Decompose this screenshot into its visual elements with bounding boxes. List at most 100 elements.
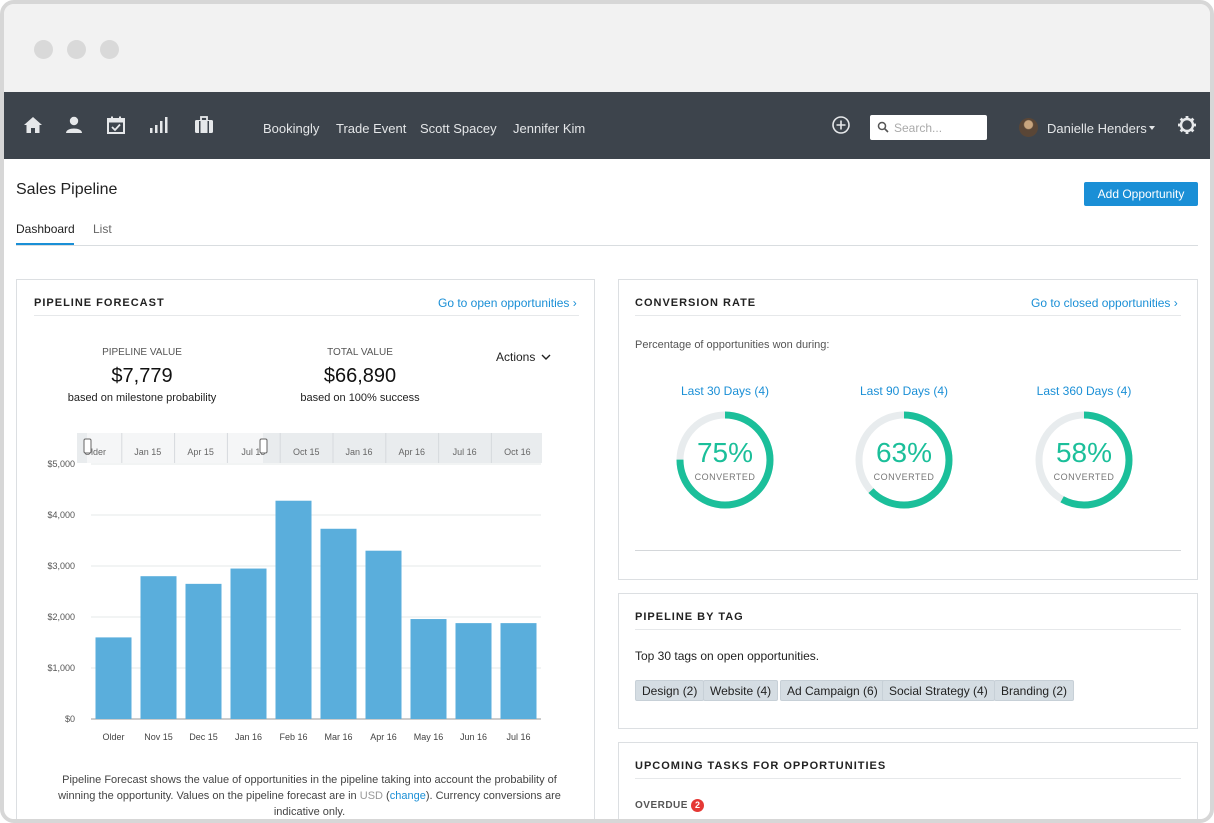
tag-website[interactable]: Website (4) — [703, 680, 779, 701]
main-content: Sales Pipeline Add Opportunity Dashboard… — [4, 159, 1210, 819]
y-tick-label: $2,000 — [47, 612, 75, 622]
card-divider — [635, 629, 1181, 630]
change-currency-link[interactable]: change — [389, 790, 426, 802]
ring-label-90-days[interactable]: Last 90 Days (4) — [859, 384, 949, 398]
avatar[interactable] — [1019, 118, 1038, 137]
tab-list[interactable]: List — [93, 222, 112, 236]
chevron-down-icon[interactable] — [1149, 126, 1155, 130]
active-tab-indicator — [16, 243, 74, 245]
pipeline-value-label: PIPELINE VALUE — [102, 347, 182, 358]
ring-percent: 75% — [697, 437, 753, 468]
window-maximize-dot[interactable] — [100, 40, 119, 59]
search-box[interactable] — [870, 115, 987, 140]
pipeline-forecast-footnote: Pipeline Forecast shows the value of opp… — [58, 774, 561, 818]
conversion-ring: 58% CONVERTED — [1035, 411, 1133, 509]
open-opportunities-link[interactable]: Go to open opportunities › — [438, 296, 577, 310]
bar-jan-16 — [230, 568, 267, 719]
card-divider — [34, 315, 579, 316]
card-divider — [635, 778, 1181, 779]
ring-caption: CONVERTED — [695, 472, 756, 482]
footnote-currency: USD — [359, 790, 383, 802]
pipeline-by-tag-title: PIPELINE BY TAG — [635, 611, 744, 623]
ring-percent: 58% — [1056, 437, 1112, 468]
pipeline-value-caption: based on milestone probability — [67, 392, 217, 404]
user-menu-name[interactable]: Danielle Henders — [1047, 121, 1147, 136]
nav-link-bookingly[interactable]: Bookingly — [263, 121, 320, 136]
add-opportunity-button[interactable]: Add Opportunity — [1084, 182, 1198, 206]
bar-feb-16 — [275, 500, 312, 719]
timeline-handle-right[interactable] — [259, 438, 268, 454]
contacts-icon[interactable] — [63, 114, 85, 136]
bar-dec-15 — [185, 583, 222, 719]
browser-chrome — [4, 4, 1210, 92]
add-icon[interactable] — [830, 114, 852, 136]
tab-dashboard[interactable]: Dashboard — [16, 222, 75, 236]
timeline-label: Oct 15 — [293, 447, 320, 457]
x-tick-label: May 16 — [414, 732, 444, 742]
bar-jul-16 — [500, 623, 537, 719]
overdue-count-badge: 2 — [691, 799, 704, 812]
pipeline-value: $7,779 — [111, 365, 173, 387]
briefcase-icon[interactable] — [193, 114, 215, 136]
y-tick-label: $0 — [65, 714, 75, 724]
timeline-label: Apr 16 — [399, 447, 426, 457]
bar-nov-15 — [140, 576, 177, 719]
x-tick-label: Jun 16 — [460, 732, 487, 742]
chevron-down-icon — [541, 354, 551, 360]
ring-label-30-days[interactable]: Last 30 Days (4) — [680, 384, 770, 398]
conversion-subtitle: Percentage of opportunities won during: — [635, 339, 830, 351]
footnote-text: Pipeline Forecast shows the value of opp… — [58, 774, 557, 802]
y-tick-label: $3,000 — [47, 561, 75, 571]
reports-icon[interactable] — [147, 114, 169, 136]
pipeline-forecast-title: PIPELINE FORECAST — [34, 297, 165, 309]
tab-divider — [16, 245, 1198, 246]
ring-progress-arc — [676, 411, 774, 509]
timeline-label: Jul 15 — [241, 447, 265, 457]
timeline-label: Jul 16 — [453, 447, 477, 457]
timeline-handle-left[interactable] — [83, 438, 92, 454]
calendar-icon[interactable] — [105, 114, 127, 136]
home-icon[interactable] — [22, 114, 44, 136]
footnote-text-end: ). Currency conversions are indicative o… — [273, 790, 561, 818]
window-close-dot[interactable] — [34, 40, 53, 59]
page-title: Sales Pipeline — [16, 181, 118, 198]
timeline-label: Oct 16 — [504, 447, 531, 457]
gear-icon[interactable] — [1176, 114, 1198, 136]
top-nav: Bookingly Trade Event Scott Spacey Jenni… — [4, 92, 1210, 159]
nav-link-scott-spacey[interactable]: Scott Spacey — [420, 121, 497, 136]
tag-branding[interactable]: Branding (2) — [994, 680, 1075, 701]
upcoming-tasks-card: UPCOMING TASKS FOR OPPORTUNITIES OVERDUE… — [618, 742, 1198, 819]
bar-mar-16 — [320, 528, 357, 719]
upcoming-tasks-title: UPCOMING TASKS FOR OPPORTUNITIES — [635, 760, 887, 772]
pipeline-forecast-card: PIPELINE FORECAST Go to open opportuniti… — [16, 279, 595, 819]
search-input[interactable] — [894, 119, 982, 136]
bar-apr-16 — [365, 550, 402, 719]
nav-link-trade-event[interactable]: Trade Event — [336, 121, 407, 136]
overdue-label: OVERDUE — [635, 800, 688, 811]
conversion-ring: 63% CONVERTED — [855, 411, 953, 509]
x-tick-label: Jul 16 — [506, 732, 530, 742]
closed-opportunities-link[interactable]: Go to closed opportunities › — [1031, 296, 1178, 310]
y-tick-label: $5,000 — [47, 459, 75, 469]
ring-caption: CONVERTED — [874, 472, 935, 482]
timeline-label: Older — [84, 447, 106, 457]
x-tick-label: Jan 16 — [235, 732, 262, 742]
y-tick-label: $4,000 — [47, 510, 75, 520]
conversion-rate-card: CONVERSION RATE Go to closed opportuniti… — [618, 279, 1198, 580]
tag-design[interactable]: Design (2) — [635, 680, 705, 701]
tag-social-strategy[interactable]: Social Strategy (4) — [882, 680, 995, 701]
x-tick-label: Mar 16 — [324, 732, 352, 742]
window-minimize-dot[interactable] — [67, 40, 86, 59]
pipeline-forecast-chart: Older Jan 15 Apr 15 Jul 15 Oct 15 Jan 16 Apr 1… — [47, 433, 542, 742]
actions-dropdown[interactable]: Actions — [496, 350, 551, 364]
ring-label-360-days[interactable]: Last 360 Days (4) — [1036, 384, 1132, 398]
tags-subtitle: Top 30 tags on open opportunities. — [635, 649, 820, 663]
conversion-ring: 75% CONVERTED — [676, 411, 774, 509]
tag-ad-campaign[interactable]: Ad Campaign (6) — [780, 680, 885, 701]
card-divider — [635, 315, 1181, 316]
nav-link-jennifer-kim[interactable]: Jennifer Kim — [513, 121, 586, 136]
y-tick-label: $1,000 — [47, 663, 75, 673]
total-value-caption: based on 100% success — [300, 392, 420, 404]
bar-jun-16 — [455, 623, 492, 719]
timeline-navigator: Older Jan 15 Apr 15 Jul 15 Oct 15 Jan 16 Apr 1… — [77, 433, 542, 463]
